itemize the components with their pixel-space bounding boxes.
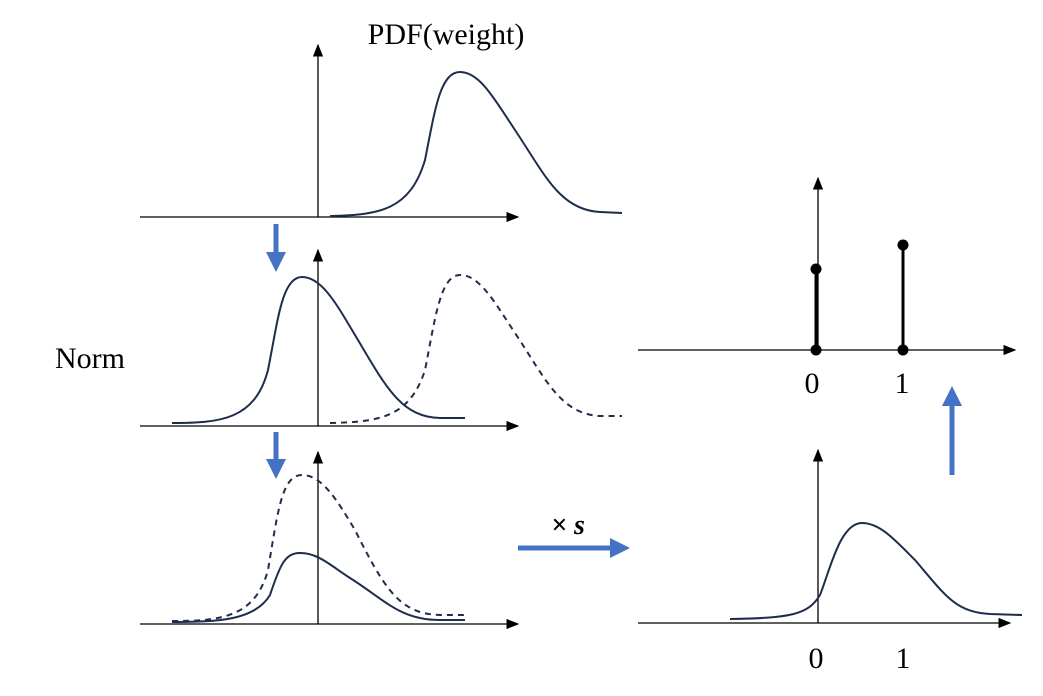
scale-label: × s bbox=[551, 510, 585, 541]
normalized-curve bbox=[171, 275, 465, 424]
norm-label: Norm bbox=[55, 342, 125, 375]
scaled-curve bbox=[729, 521, 1023, 620]
tick-label-1: 1 bbox=[896, 642, 911, 675]
tick-label-0: 0 bbox=[805, 367, 820, 400]
normalized-curve-dashed bbox=[171, 473, 465, 622]
pdf-curve bbox=[329, 70, 623, 217]
stem-0-top-dot bbox=[810, 263, 822, 275]
stem-1-base-dot bbox=[897, 344, 909, 356]
stem-1-top-dot bbox=[897, 239, 909, 251]
panel-binary-distribution: 0 1 bbox=[638, 176, 1017, 400]
panel-scaled-by-s: 0 1 bbox=[638, 448, 1023, 675]
stem-0-base-dot bbox=[810, 344, 822, 356]
tick-label-1: 1 bbox=[895, 367, 910, 400]
original-curve-dashed bbox=[329, 273, 622, 424]
tick-label-0: 0 bbox=[809, 642, 824, 675]
title-label: PDF(weight) bbox=[368, 18, 525, 51]
panel-scaled bbox=[140, 450, 520, 630]
shrunk-curve bbox=[171, 551, 465, 623]
panel-normalized bbox=[140, 248, 622, 432]
panel-original-pdf bbox=[140, 43, 623, 223]
